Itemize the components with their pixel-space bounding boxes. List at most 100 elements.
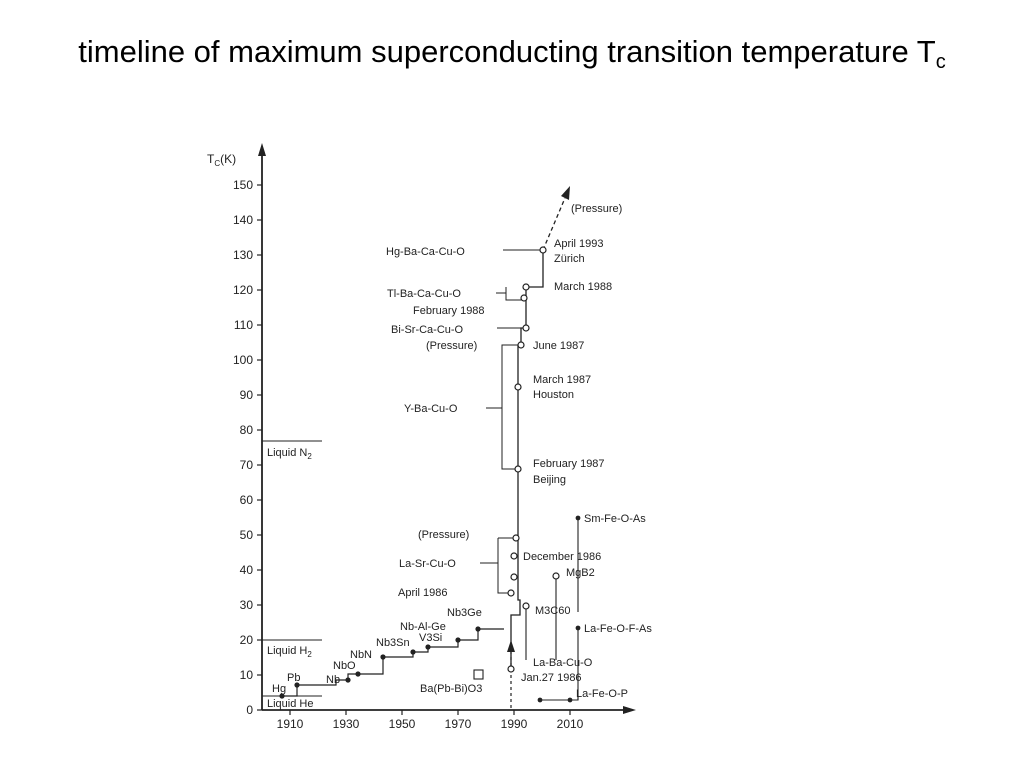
other-families-series: Ba(Pb-Bi)O3 M3C60 MgB2 La-Fe-O-P La-Fe-O… <box>420 513 652 703</box>
marker-m3c60 <box>522 602 530 610</box>
conventional-point-hg <box>279 693 285 699</box>
annotation-february-1987: February 1987 <box>533 458 605 470</box>
x-axis-arrow <box>623 706 636 714</box>
annotation-december-1986: December 1986 <box>523 551 601 563</box>
y-tick-label: 130 <box>233 248 253 262</box>
cuprate-point-april-1993 <box>539 246 547 254</box>
conventional-point-pb <box>294 682 300 688</box>
y-tick-label: 90 <box>240 388 254 402</box>
label-nb: Nb <box>326 674 340 686</box>
y-ba-cu-o-bracket <box>501 344 518 470</box>
conventional-point-v3si <box>425 644 431 650</box>
x-tick-label: 1990 <box>501 717 528 731</box>
y-axis-label-main: T <box>207 152 215 166</box>
y-tick-label: 20 <box>240 633 254 647</box>
y-tick-label: 10 <box>240 668 254 682</box>
la-sr-cu-o-bracket <box>497 538 511 594</box>
annotation-pressure-mid: (Pressure) <box>426 340 477 352</box>
y-tick-label: 40 <box>240 563 254 577</box>
label-la-fe-o-p: La-Fe-O-P <box>576 688 628 700</box>
cuprate-point-dec-1986 <box>510 552 518 560</box>
marker-mgb2 <box>552 572 560 580</box>
label-nb3sn: Nb3Sn <box>376 637 410 649</box>
label-m3c60: M3C60 <box>535 605 570 617</box>
marker-ba-pb-bi-o3 <box>473 669 484 680</box>
conventional-point-nbn <box>380 654 386 660</box>
cuprate-point-feb-1987 <box>514 465 522 473</box>
cuprate-point-bi <box>522 324 530 332</box>
x-tick-label: 1970 <box>445 717 472 731</box>
x-ticks: 1910 1930 1950 1970 1990 2010 <box>277 710 584 731</box>
annotation-houston: Houston <box>533 389 574 401</box>
marker-la-fe-o-f-as <box>575 625 581 631</box>
label-hg: Hg <box>272 683 286 695</box>
cuprate-point-feb-1988 <box>520 294 528 302</box>
label-y-ba-cu-o: Y-Ba-Cu-O <box>404 403 458 415</box>
annotation-march-1987: March 1987 <box>533 374 591 386</box>
x-tick-label: 1950 <box>389 717 416 731</box>
y-axis-label-sub: C <box>214 159 220 168</box>
y-tick-label: 50 <box>240 528 254 542</box>
label-la-fe-o-f-as: La-Fe-O-F-As <box>584 623 652 635</box>
label-nbo: NbO <box>333 660 356 672</box>
x-tick-label: 2010 <box>557 717 584 731</box>
cuprate-point-march-1987 <box>514 383 522 391</box>
cuprate-point-dec-1986-a <box>510 573 518 581</box>
liquid-h2-label: Liquid H2 <box>267 645 312 659</box>
label-nb3ge: Nb3Ge <box>447 607 482 619</box>
liquid-he-label: Liquid He <box>267 698 313 710</box>
annotation-february-1988: February 1988 <box>413 305 485 317</box>
marker-sm-fe-o-as <box>575 515 581 521</box>
reference-lines: Liquid N2 Liquid H2 Liquid He <box>262 440 322 710</box>
y-ticks: 0 10 20 30 40 50 60 70 80 90 100 110 120 130 140 150 <box>233 178 262 717</box>
annotation-jan-27-1986: Jan.27 1986 <box>521 672 582 684</box>
y-tick-label: 0 <box>246 703 253 717</box>
cuprate-point-jan-1986 <box>507 665 515 673</box>
label-bi-sr-ca-cu-o: Bi-Sr-Ca-Cu-O <box>391 324 464 336</box>
y-tick-label: 140 <box>233 213 253 227</box>
x-tick-label: 1910 <box>277 717 304 731</box>
pressure-extrapolation <box>542 197 566 251</box>
label-ba-pb-bi-o3: Ba(Pb-Bi)O3 <box>420 683 482 695</box>
liquid-n2-label: Liquid N2 <box>267 447 312 461</box>
annotation-april-1993: April 1993 <box>554 238 604 250</box>
y-axis-arrow <box>258 143 266 156</box>
label-nbn: NbN <box>350 649 372 661</box>
y-axis-label: TC(K) <box>207 152 236 168</box>
label-v3si: V3Si <box>419 632 442 644</box>
cuprate-point-april-1986 <box>507 589 515 597</box>
pressure-extrapolation-arrow <box>561 186 570 200</box>
annotation-pressure-low: (Pressure) <box>418 529 469 541</box>
y-tick-label: 110 <box>234 318 253 332</box>
marker-la-fe-o-p <box>567 697 573 703</box>
conventional-point-nb3sn <box>410 649 416 655</box>
y-tick-label: 70 <box>240 458 254 472</box>
cuprate-point-march-1988 <box>522 283 530 291</box>
y-tick-label: 100 <box>233 353 253 367</box>
label-sm-fe-o-as: Sm-Fe-O-As <box>584 513 646 525</box>
conventional-point-nbo <box>355 671 361 677</box>
annotation-pressure-top: (Pressure) <box>571 203 622 215</box>
annotation-beijing: Beijing <box>533 474 566 486</box>
annotation-zurich: Zürich <box>554 253 585 265</box>
conventional-series: Hg Pb Nb NbO NbN Nb3Sn V3Si Nb-Al-Ge Nb3… <box>272 607 504 699</box>
cuprate-point-pressure-low <box>512 534 520 542</box>
label-tl-ba-ca-cu-o: Tl-Ba-Ca-Cu-O <box>387 288 461 300</box>
slide-title-subscript: c <box>935 51 946 73</box>
label-hg-ba-ca-cu-o: Hg-Ba-Ca-Cu-O <box>386 246 465 258</box>
conventional-point-nb3ge <box>475 626 481 632</box>
slide-title-main: timeline of maximum superconducting tran… <box>78 34 936 69</box>
label-la-sr-cu-o: La-Sr-Cu-O <box>399 558 456 570</box>
label-pb: Pb <box>287 672 300 684</box>
cuprate-point-june-1987 <box>517 341 525 349</box>
cuprate-series: Hg-Ba-Ca-Cu-O Tl-Ba-Ca-Cu-O Bi-Sr-Ca-Cu-… <box>386 186 622 684</box>
conventional-point-nbalge <box>455 637 461 643</box>
y-tick-label: 150 <box>233 178 253 192</box>
y-tick-label: 120 <box>233 283 253 297</box>
conventional-point-nb <box>345 677 351 683</box>
y-tick-label: 80 <box>240 423 254 437</box>
slide-title: timeline of maximum superconducting tran… <box>0 30 1024 84</box>
label-la-ba-cu-o: La-Ba-Cu-O <box>533 657 593 669</box>
label-nbalge: Nb-Al-Ge <box>400 621 446 633</box>
annotation-june-1987: June 1987 <box>533 340 584 352</box>
